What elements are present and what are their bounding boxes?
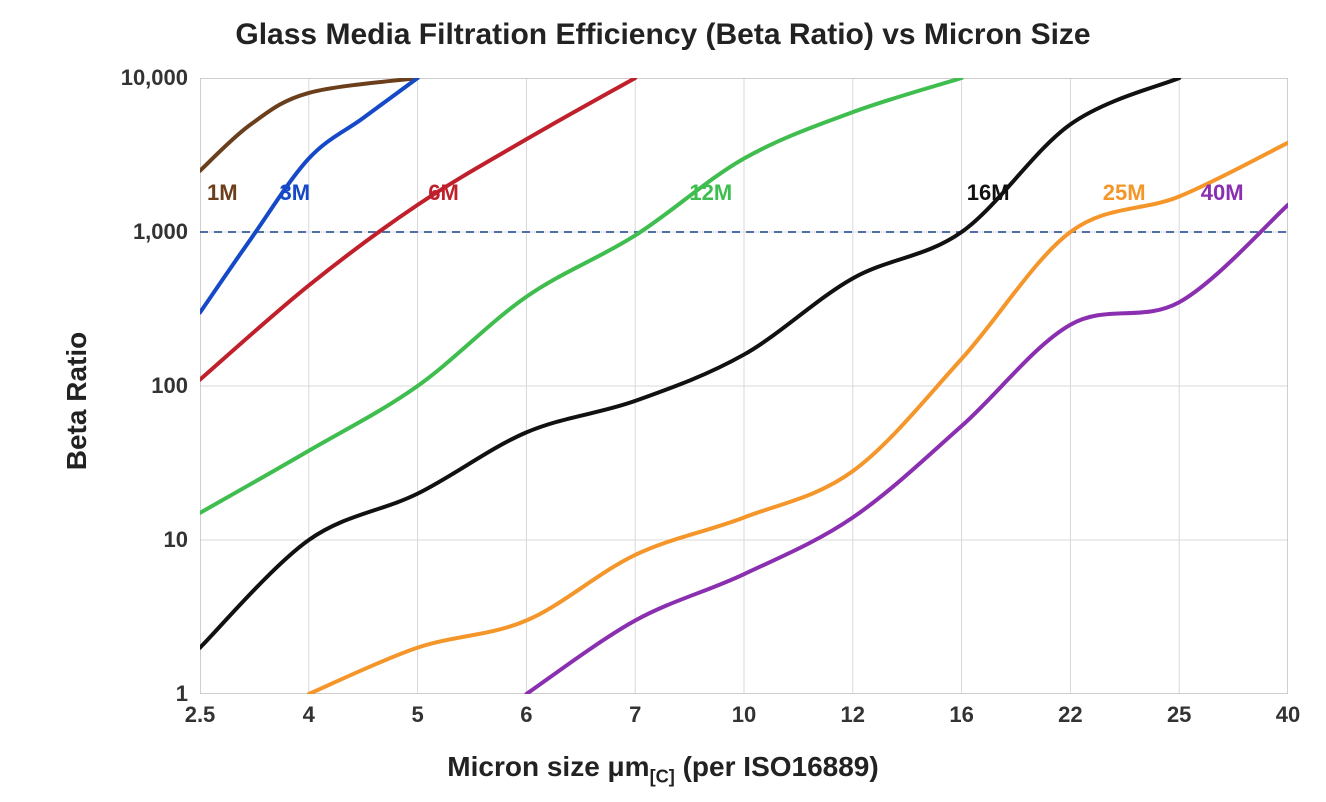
series-line-16M (200, 78, 1179, 648)
y-tick-label: 100 (151, 373, 188, 399)
x-tick-label: 4 (289, 702, 329, 728)
x-tick-label: 12 (833, 702, 873, 728)
x-axis-label: Micron size μm[C] (per ISO16889) (0, 751, 1326, 788)
x-tick-label: 40 (1268, 702, 1308, 728)
x-tick-label: 10 (724, 702, 764, 728)
series-label-12M: 12M (689, 180, 732, 206)
series-label-6M: 6M (428, 180, 459, 206)
x-tick-label: 5 (398, 702, 438, 728)
series-line-25M (309, 143, 1288, 694)
x-tick-label: 7 (615, 702, 655, 728)
plot-area (200, 78, 1288, 694)
chart-title: Glass Media Filtration Efficiency (Beta … (0, 18, 1326, 52)
series-line-12M (200, 78, 962, 513)
series-line-40M (526, 205, 1288, 694)
series-label-40M: 40M (1201, 180, 1244, 206)
series-label-3M: 3M (280, 180, 311, 206)
y-axis-label: Beta Ratio (61, 332, 93, 470)
x-tick-label: 22 (1050, 702, 1090, 728)
x-tick-label: 2.5 (180, 702, 220, 728)
y-tick-label: 10 (164, 527, 188, 553)
series-label-25M: 25M (1103, 180, 1146, 206)
x-axis-label-sub: [C] (650, 767, 675, 787)
x-tick-label: 16 (942, 702, 982, 728)
series-label-16M: 16M (967, 180, 1010, 206)
x-tick-label: 25 (1159, 702, 1199, 728)
y-tick-label: 10,000 (121, 65, 188, 91)
x-axis-label-iso: (per ISO16889) (683, 751, 879, 782)
x-tick-label: 6 (506, 702, 546, 728)
x-axis-label-main: Micron size μm (447, 751, 649, 782)
series-label-1M: 1M (207, 180, 238, 206)
y-tick-label: 1,000 (133, 219, 188, 245)
filtration-chart: Glass Media Filtration Efficiency (Beta … (0, 0, 1326, 802)
